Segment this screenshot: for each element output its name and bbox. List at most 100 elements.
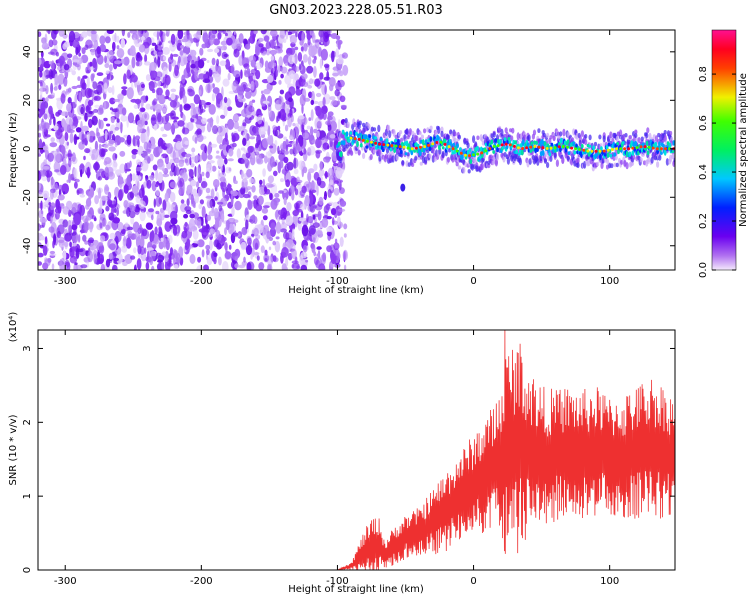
spectrogram-noise-cell (295, 89, 302, 96)
spectrogram-ridge-peak (357, 137, 361, 141)
spectrogram-noise-cell (48, 226, 55, 233)
spectrogram-noise-cell (248, 55, 256, 63)
spectrogram-noise-cell (277, 209, 284, 216)
spectrogram-noise-cell (41, 37, 47, 44)
spectrogram-noise-cell (258, 126, 266, 135)
spectrogram-noise-cell (257, 195, 264, 206)
spectrogram-ridge-peak (623, 147, 627, 151)
spectrogram-noise-cell (69, 132, 74, 144)
spectrogram-ridge-peak (541, 146, 545, 150)
spectrogram-noise-cell (151, 143, 155, 150)
spectrogram-noise-cell (258, 186, 265, 196)
spectrogram-noise-cell (158, 226, 162, 232)
spectrogram-noise-cell (332, 162, 338, 167)
spectrogram-noise-cell (267, 175, 274, 184)
spectrogram-noise-cell (337, 100, 340, 106)
spectrogram-noise-cell (153, 198, 156, 208)
spectrogram-noise-cell (291, 260, 299, 265)
spectrogram-noise-cell (183, 213, 189, 219)
spectrogram-noise-cell (136, 258, 142, 270)
spectrogram-ridge-peak (517, 146, 520, 150)
spectrogram-noise-cell (213, 38, 220, 46)
spectrogram-noise-cell (270, 199, 278, 210)
spectrogram-signal-halo (553, 152, 557, 158)
spectrogram-noise-cell (206, 248, 210, 256)
snr-series-line (38, 330, 675, 570)
spectrogram-noise-cell (293, 157, 297, 170)
spectrogram-noise-cell (83, 155, 86, 161)
spectrogram-noise-cell (207, 144, 212, 156)
spectrogram-signal-core (452, 142, 456, 147)
spectrogram-noise-cell (100, 235, 106, 242)
spectrogram-noise-cell (108, 253, 113, 260)
spectrogram-noise-cell (135, 166, 142, 172)
spectrogram-noise-cell (191, 59, 195, 65)
spectrogram-signal-halo (353, 121, 357, 128)
spectrogram-signal-halo (646, 127, 650, 134)
spectrogram-noise-cell (78, 91, 82, 103)
spectrogram-noise-cell (327, 123, 332, 133)
spectrogram-signal-core (393, 147, 396, 153)
spectrogram-noise-cell (90, 73, 95, 82)
spectrogram-noise-cell (166, 31, 169, 37)
spectrogram-ridge-peak (598, 149, 602, 153)
spectrogram-noise-cell (320, 34, 325, 43)
spectrogram-noise-cell (133, 104, 139, 110)
spectrogram-noise-cell (99, 35, 106, 45)
spectrogram-noise-cell (162, 199, 167, 211)
spectrogram-noise-cell (123, 184, 129, 194)
spectrogram-noise-cell (156, 30, 160, 41)
spectrogram-signal-core (438, 144, 441, 151)
spectrogram-noise-cell (329, 179, 334, 186)
spectrogram-ridge-peak (443, 142, 447, 146)
spectrogram-noise-cell (38, 31, 42, 37)
spectrogram-noise-cell (245, 219, 249, 230)
spectrogram-noise-cell (275, 130, 278, 137)
spectrogram-noise-cell (195, 166, 201, 179)
spectrogram-noise-cell (177, 55, 181, 64)
spectrogram-ridge-peak (512, 144, 516, 148)
spectrogram-noise-cell (139, 44, 145, 50)
spectrogram-noise-cell (197, 218, 202, 229)
spectrogram-noise-cell (127, 191, 134, 201)
spectrogram-noise-cell (213, 207, 219, 219)
spectrogram-noise-cell (137, 138, 140, 148)
spectrogram-signal-core (368, 134, 372, 138)
spectrogram-noise-cell (246, 262, 252, 270)
spectrogram-signal-halo (369, 154, 373, 160)
spectrogram-y-tick-label: 40 (22, 45, 33, 58)
spectrogram-signal-halo (665, 158, 670, 166)
spectrogram-noise-cell (224, 227, 227, 236)
spectrogram-noise-cell (222, 261, 229, 270)
spectrogram-noise-cell (342, 64, 349, 76)
spectrogram-noise-cell (234, 200, 242, 211)
spectrogram-noise-cell (248, 83, 251, 87)
spectrogram-noise-cell (134, 135, 141, 140)
spectrogram-noise-cell (219, 60, 227, 66)
spectrogram-noise-cell (69, 255, 78, 264)
spectrogram-noise-cell (216, 150, 220, 154)
spectrogram-signal-halo (543, 158, 548, 164)
spectrogram-noise-cell (185, 209, 192, 215)
spectrogram-noise-cell (149, 61, 157, 71)
spectrogram-noise-cell (53, 116, 56, 126)
spectrogram-ridge-peak (529, 145, 533, 149)
spectrogram-noise-cell (284, 124, 289, 132)
spectrogram-noise-cell (197, 239, 205, 248)
spectrogram-ridge-peak (480, 151, 484, 155)
spectrogram-noise-cell (184, 140, 190, 145)
spectrogram-signal-halo (400, 137, 404, 142)
colorbar-label: Normalized spectral amplitude (738, 73, 749, 227)
spectrogram-noise-cell (39, 94, 43, 101)
spectrogram-noise-cell (315, 39, 322, 43)
spectrogram-noise-cell (243, 63, 250, 69)
spectrogram-noise-cell (298, 217, 307, 222)
spectrogram-noise-cell (185, 156, 190, 166)
spectrogram-noise-cell (236, 43, 243, 49)
spectrogram-noise-cell (198, 99, 206, 106)
spectrogram-noise-cell (141, 235, 145, 241)
spectrogram-noise-cell (47, 152, 54, 162)
colorbar-tick-label: 0.4 (698, 164, 709, 180)
spectrogram-noise-cell (58, 184, 63, 191)
spectrogram-noise-cell (40, 210, 44, 215)
